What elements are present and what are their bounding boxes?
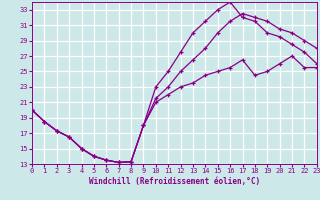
X-axis label: Windchill (Refroidissement éolien,°C): Windchill (Refroidissement éolien,°C) [89, 177, 260, 186]
